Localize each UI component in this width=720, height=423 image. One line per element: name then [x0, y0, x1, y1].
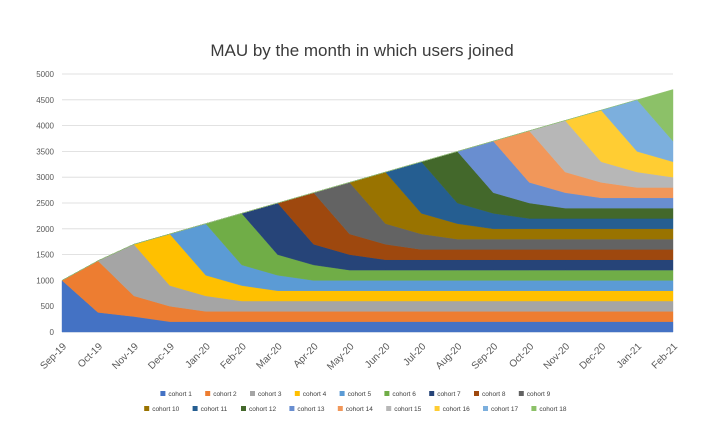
legend-swatch [192, 406, 198, 411]
legend-swatch [289, 406, 295, 411]
legend-swatch [483, 406, 488, 411]
y-tick-label: 0 [50, 328, 55, 337]
legend-swatch [160, 391, 166, 396]
legend-swatch [339, 391, 345, 396]
legend-label: cohort 6 [392, 391, 416, 398]
x-tick-label: Mar-20 [255, 341, 285, 371]
x-axis-ticks: Sep-19 Oct-19 Nov-19 Dec-19 Jan-20 Feb-20 Mar-… [38, 341, 680, 373]
x-tick-label: Nov-20 [542, 341, 573, 372]
legend-label: cohort 7 [437, 391, 461, 398]
y-tick-label: 5000 [36, 70, 54, 79]
legend-swatch [337, 406, 343, 411]
y-tick-label: 500 [41, 302, 55, 311]
y-tick-label: 2500 [36, 199, 54, 208]
area-series-cohort-18 [61, 89, 674, 281]
x-tick-label: Jan-21 [615, 341, 645, 371]
legend-swatch [144, 406, 150, 411]
x-tick-label: Feb-21 [650, 341, 680, 371]
legend-label: cohort 4 [303, 391, 327, 398]
x-tick-label: Dec-20 [578, 341, 609, 372]
legend-swatch [518, 391, 524, 396]
legend-label: cohort 16 [443, 406, 470, 413]
legend-swatch [241, 406, 246, 411]
x-tick-label: Sep-19 [38, 341, 69, 372]
legend-label: cohort 5 [348, 391, 372, 398]
y-axis-ticks: 0 500 1000 1500 2000 2500 3000 3500 4000 4500 5000 [36, 70, 54, 337]
y-tick-label: 1000 [36, 276, 54, 285]
legend: cohort 1 cohort 2 cohort 3 cohort 4 cohort 5… [144, 391, 567, 413]
legend-label: cohort 13 [297, 406, 324, 413]
x-tick-label: Feb-20 [219, 341, 249, 371]
x-tick-label: Aug-20 [434, 341, 465, 372]
x-tick-label: Nov-19 [110, 341, 141, 372]
legend-label: cohort 15 [394, 406, 421, 413]
y-tick-label: 3500 [36, 147, 54, 156]
legend-label: cohort 11 [201, 406, 228, 413]
x-tick-label: Jan-20 [183, 341, 213, 371]
legend-label: cohort 12 [249, 406, 276, 413]
legend-label: cohort 8 [482, 391, 506, 398]
legend-label: cohort 9 [527, 391, 551, 398]
legend-swatch [474, 391, 479, 396]
x-tick-label: Oct-20 [507, 341, 536, 370]
area-layer [61, 89, 674, 333]
y-tick-label: 2000 [36, 225, 54, 234]
x-tick-label: May-20 [325, 341, 357, 373]
legend-label: cohort 14 [346, 406, 373, 413]
x-tick-label: Sep-20 [470, 341, 501, 372]
legend-swatch [384, 391, 390, 396]
legend-swatch [429, 391, 435, 396]
y-tick-label: 4000 [36, 122, 54, 131]
legend-swatch [434, 406, 440, 411]
y-tick-label: 3000 [36, 173, 54, 182]
y-tick-label: 4500 [36, 96, 54, 105]
x-tick-label: Dec-19 [146, 341, 177, 372]
legend-swatch [250, 391, 255, 396]
y-tick-label: 1500 [36, 251, 54, 260]
legend-label: cohort 3 [258, 391, 282, 398]
chart-title: MAU by the month in which users joined [210, 41, 513, 60]
x-tick-label: Jun-20 [363, 341, 393, 371]
legend-label: cohort 1 [168, 391, 192, 398]
legend-label: cohort 10 [152, 406, 179, 413]
legend-label: cohort 2 [213, 391, 237, 398]
x-tick-label: Apr-20 [292, 341, 321, 370]
legend-swatch [531, 406, 537, 411]
x-tick-label: Oct-19 [76, 341, 105, 370]
legend-label: cohort 17 [491, 406, 518, 413]
x-tick-label: Jul-20 [401, 341, 428, 368]
legend-swatch [386, 406, 392, 411]
legend-swatch [205, 391, 211, 396]
legend-swatch [294, 391, 300, 396]
legend-label: cohort 18 [539, 406, 566, 413]
